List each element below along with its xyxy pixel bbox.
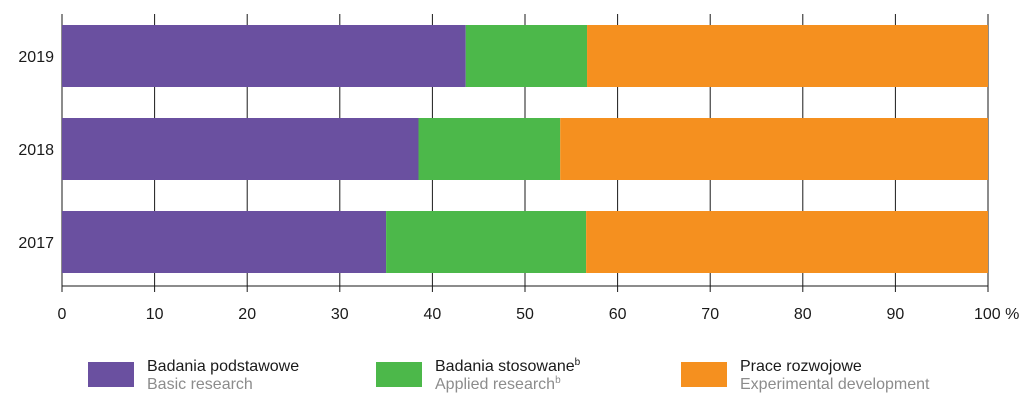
legend-label-pl-basic-research: Badania podstawowe	[147, 358, 300, 375]
bar-segment-2018-series-1	[418, 118, 561, 180]
bar-segment-2017-series-0	[62, 211, 387, 273]
x-tick-label: 50	[516, 306, 534, 323]
x-axis: 0 10 20 30 40 50 60 70 80 90 100 %	[58, 285, 1019, 323]
x-tick-label: 90	[887, 306, 905, 323]
stacked-bar-chart: 0 10 20 30 40 50 60 70 80 90 100 % 2019 2018 2017	[18, 14, 1019, 323]
y-axis-labels: 2019 2018 2017	[18, 49, 54, 252]
x-tick-label: 30	[331, 306, 349, 323]
x-tick-label: 40	[424, 306, 442, 323]
legend: Badania podstawowe Basic research Badani…	[0, 358, 1026, 398]
x-tick-label: 20	[238, 306, 256, 323]
y-category-label: 2018	[18, 142, 54, 159]
legend-label-en-applied-research-wrap: Applied researchb	[435, 376, 580, 394]
x-tick-label: 80	[794, 306, 812, 323]
legend-swatch-basic-research	[88, 362, 134, 387]
y-category-label: 2019	[18, 49, 54, 66]
bar-segment-2018-series-2	[560, 118, 988, 180]
footnote-marker: b	[574, 357, 581, 368]
x-tick-label: 70	[701, 306, 719, 323]
legend-label-en-applied-research: Applied research	[435, 376, 556, 393]
bar-segment-2019-series-1	[465, 25, 588, 87]
legend-label-pl-experimental-development: Prace rozwojowe	[740, 358, 862, 375]
legend-label-pl-applied-research-wrap: Badania stosowaneb	[435, 358, 580, 376]
legend-swatch-applied-research	[376, 362, 422, 387]
x-tick-label: 60	[609, 306, 627, 323]
x-tick-label: 0	[58, 306, 67, 323]
x-tick-label: 10	[146, 306, 164, 323]
bar-segment-2019-series-2	[587, 25, 988, 87]
legend-swatch-experimental-development	[681, 362, 727, 387]
legend-text-applied-research: Badania stosowaneb Applied researchb	[435, 358, 580, 394]
bar-segment-2019-series-0	[62, 25, 466, 87]
y-category-label: 2017	[18, 235, 54, 252]
bar-segment-2018-series-0	[62, 118, 419, 180]
legend-label-pl-applied-research: Badania stosowane	[435, 358, 575, 375]
bar-segment-2017-series-2	[586, 211, 988, 273]
x-tick-label: 100 %	[974, 306, 1019, 323]
legend-label-en-experimental-development: Experimental development	[740, 376, 930, 393]
bars	[62, 25, 988, 273]
footnote-marker-en: b	[555, 375, 561, 386]
legend-text-experimental-development: Prace rozwojowe Experimental development	[740, 358, 929, 394]
legend-text-basic-research: Badania podstawowe Basic research	[147, 358, 299, 394]
legend-label-en-basic-research: Basic research	[147, 376, 253, 393]
bar-segment-2017-series-1	[386, 211, 587, 273]
